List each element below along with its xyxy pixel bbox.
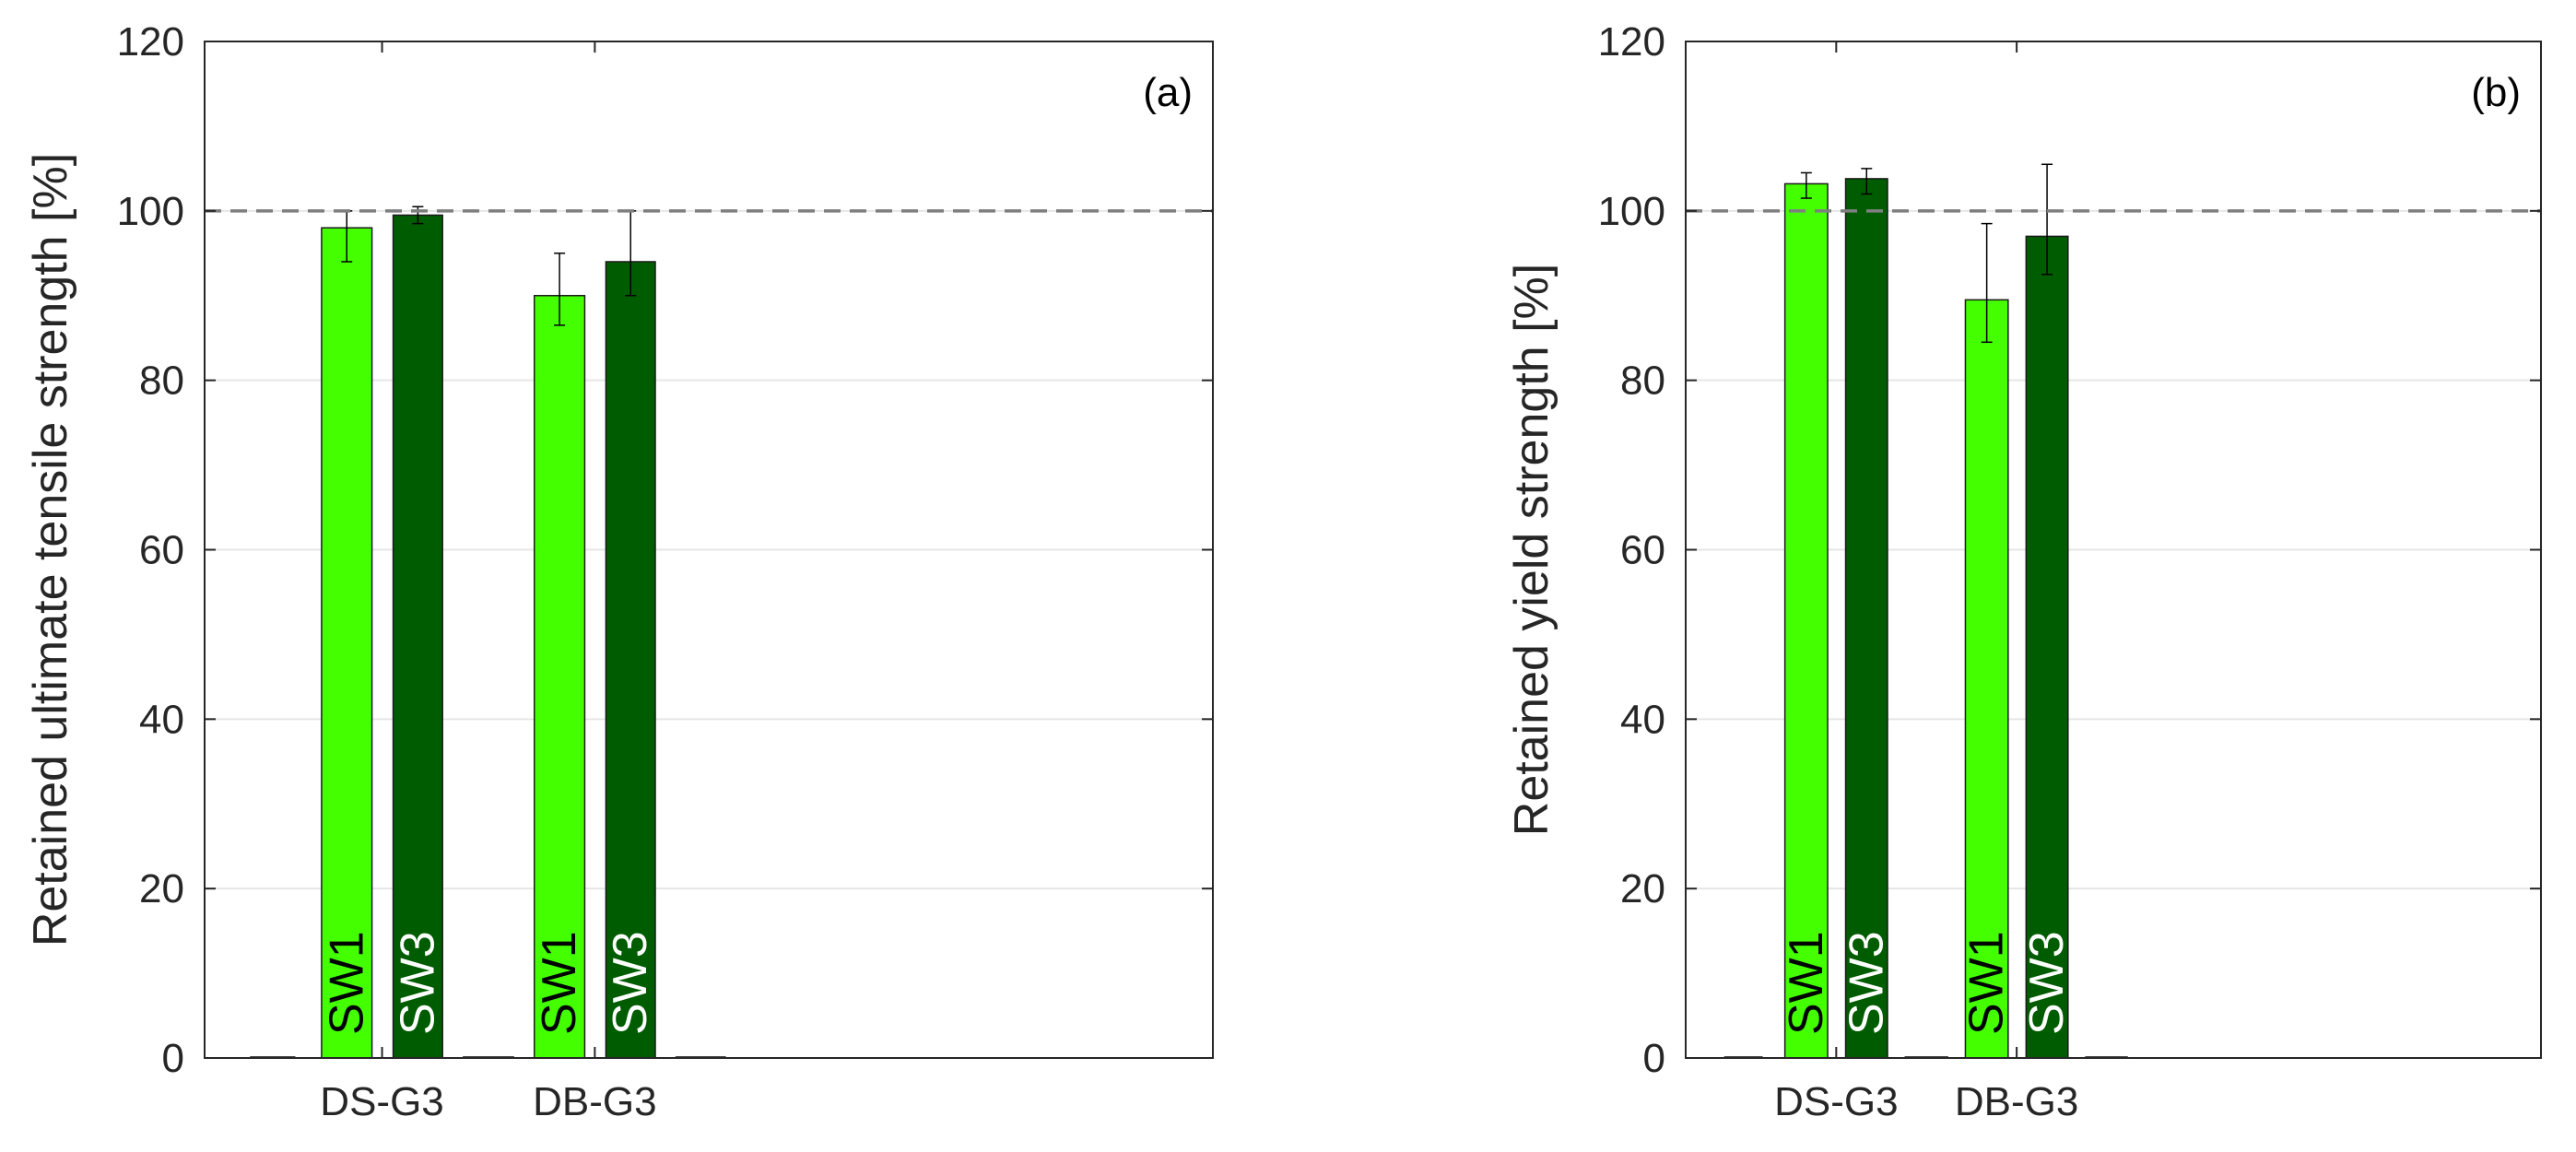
y-tick-label-0: 0 (162, 1036, 184, 1081)
bar-label-db-g3-sw1: SW1 (1960, 931, 2014, 1035)
y-tick-label-40: 40 (1620, 697, 1665, 742)
y-tick-label-60: 60 (1620, 528, 1665, 573)
y-tick-label-120: 120 (1598, 19, 1665, 65)
x-category-label-ds-g3: DS-G3 (320, 1079, 443, 1124)
bar-db-g3-sw1 (1964, 299, 2009, 1059)
bar-label-ds-g3-sw1: SW1 (320, 931, 373, 1035)
panel-label: (b) (2471, 70, 2521, 115)
bar-ds-g3-sw1 (1783, 182, 1829, 1059)
bar-label-db-g3-sw3: SW3 (2020, 931, 2074, 1035)
bar-label-ds-g3-sw3: SW3 (391, 931, 444, 1035)
y-axis-title: Retained yield strength [%] (1505, 264, 1559, 836)
panel-label: (a) (1143, 70, 1193, 115)
y-tick-label-80: 80 (1620, 359, 1665, 404)
bar-db-g3-sw1 (533, 295, 586, 1059)
bar-label-ds-g3-sw1: SW1 (1780, 931, 1833, 1035)
bar-ds-g3-sw3 (1844, 178, 1888, 1059)
bar-label-db-g3-sw3: SW3 (604, 931, 657, 1035)
x-category-label-db-g3: DB-G3 (533, 1079, 656, 1124)
y-tick-label-0: 0 (1643, 1036, 1665, 1081)
x-category-label-db-g3: DB-G3 (1955, 1079, 2078, 1124)
y-tick-label-100: 100 (1598, 189, 1665, 234)
y-tick-label-60: 60 (139, 528, 184, 573)
bar-label-ds-g3-sw3: SW3 (1840, 931, 1893, 1035)
bar-db-g3-sw3 (2025, 235, 2069, 1059)
y-tick-label-80: 80 (139, 359, 184, 404)
bar-label-db-g3-sw1: SW1 (533, 931, 586, 1035)
y-tick-label-120: 120 (117, 19, 184, 65)
bar-db-g3-sw3 (605, 261, 656, 1059)
bar-ds-g3-sw3 (392, 214, 443, 1059)
x-category-label-ds-g3: DS-G3 (1774, 1079, 1898, 1124)
y-axis-title: Retained ultimate tensile strength [%] (24, 153, 77, 946)
y-tick-label-20: 20 (139, 866, 184, 911)
y-tick-label-100: 100 (117, 189, 184, 234)
y-tick-label-20: 20 (1620, 866, 1665, 911)
bar-ds-g3-sw1 (321, 227, 373, 1059)
y-tick-label-40: 40 (139, 697, 184, 742)
